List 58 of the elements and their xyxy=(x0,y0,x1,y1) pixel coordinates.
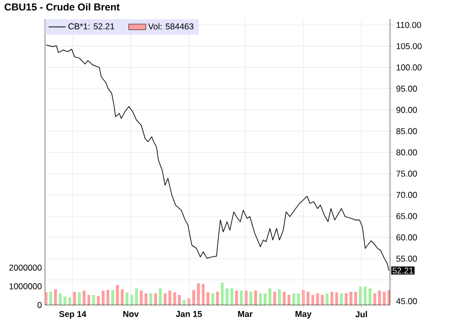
x-tick-label: Jul xyxy=(355,311,367,318)
y-tick-label: 55.00 xyxy=(396,256,417,262)
bar xyxy=(197,283,200,305)
bar xyxy=(216,292,219,305)
y2-tick-label: 2000000 xyxy=(9,264,42,271)
bar xyxy=(73,292,76,305)
legend-label: Vol: 584463 xyxy=(148,23,194,30)
bar xyxy=(268,288,272,305)
bar xyxy=(235,290,238,305)
y-tick-label: 85.00 xyxy=(396,128,417,134)
y2-tick-label: 1000000 xyxy=(10,283,42,290)
bar xyxy=(306,292,310,305)
bar xyxy=(326,293,329,305)
x-tick-label: Mar xyxy=(238,311,253,317)
bar xyxy=(278,289,281,305)
bar xyxy=(135,288,138,305)
bar xyxy=(340,293,343,305)
bar xyxy=(158,288,162,305)
y-tick-label: 90.00 xyxy=(396,106,417,113)
bar xyxy=(154,293,157,305)
x-tick-label: Nov xyxy=(123,311,139,317)
chart-title: CBU15 - Crude Oil Brent xyxy=(4,3,120,11)
bar xyxy=(378,290,381,305)
y-tick-label: 75.00 xyxy=(396,170,417,177)
y-tick-label: 60.00 xyxy=(396,234,417,240)
y-tick-label: 45.00 xyxy=(396,298,417,304)
legend-label: CB*1: 52.21 xyxy=(68,23,114,30)
bar xyxy=(54,289,57,305)
bar xyxy=(368,288,372,305)
bar xyxy=(206,292,210,305)
bar xyxy=(254,290,258,305)
bar xyxy=(64,296,66,305)
x-tick-label: Jan 15 xyxy=(176,311,202,317)
bar xyxy=(297,293,300,305)
bar xyxy=(226,288,228,305)
bar xyxy=(116,284,119,305)
y-tick-label: 95.00 xyxy=(396,86,417,92)
bar xyxy=(320,294,324,305)
annotation: 52.21 xyxy=(392,268,414,274)
bar xyxy=(349,292,352,305)
x-tick-label: Sep 14 xyxy=(59,311,86,319)
bar xyxy=(316,293,319,305)
y-tick-label: 70.00 xyxy=(396,192,417,198)
bar xyxy=(111,290,114,305)
y2-tick-label: 0 xyxy=(38,302,42,308)
y-tick-label: 105.00 xyxy=(396,43,422,50)
bar xyxy=(178,294,181,305)
y-tick-label: 100.00 xyxy=(396,64,422,70)
y-tick-label: 80.00 xyxy=(396,149,417,156)
bar xyxy=(288,294,290,305)
bar xyxy=(82,290,86,305)
y-tick-label: 110.00 xyxy=(396,22,422,28)
bar xyxy=(249,292,252,305)
bar xyxy=(92,294,96,305)
y-tick-label: 65.00 xyxy=(396,213,417,220)
bar xyxy=(344,293,348,305)
x-tick-label: May xyxy=(296,311,312,319)
bar xyxy=(264,293,267,305)
